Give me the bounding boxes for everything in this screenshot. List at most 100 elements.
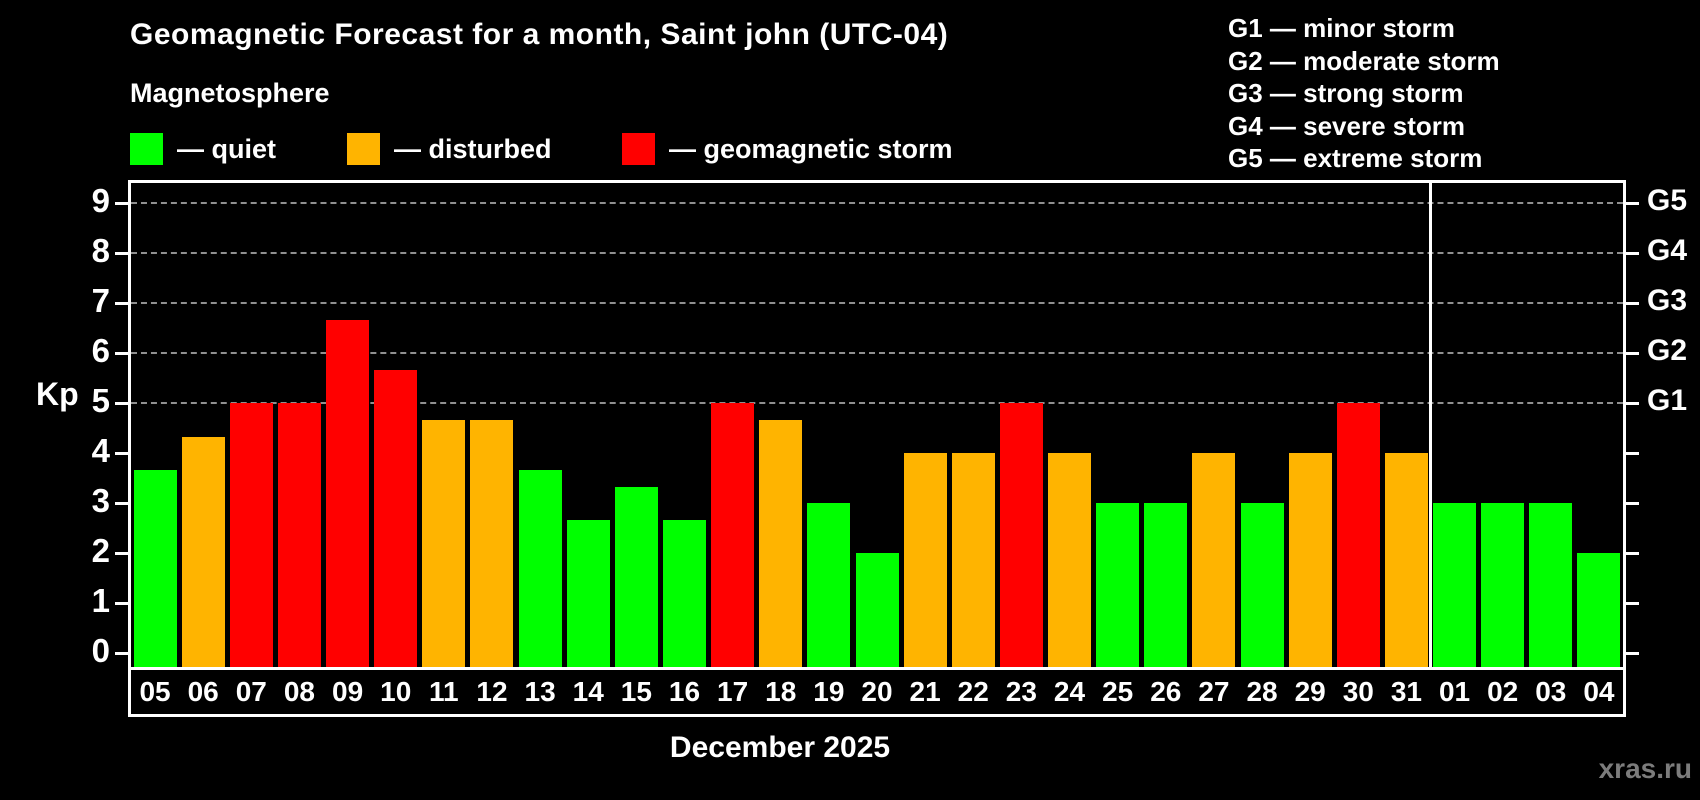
day-label-01: 01 <box>1430 667 1482 717</box>
left-tick-5 <box>115 402 128 405</box>
g-scale-legend-line-2: G2 — moderate storm <box>1228 45 1500 76</box>
day-label-26: 26 <box>1141 667 1193 717</box>
day-label-09: 09 <box>323 667 375 717</box>
day-label-05: 05 <box>128 667 183 717</box>
kp-bar-day-25 <box>1096 503 1140 667</box>
left-tick-8 <box>115 252 128 255</box>
g-scale-legend-line-3: G3 — strong storm <box>1228 78 1464 108</box>
right-tick-9 <box>1626 202 1639 205</box>
day-label-19: 19 <box>804 667 856 717</box>
day-label-04: 04 <box>1574 667 1626 717</box>
kp-bar-day-23 <box>999 403 1043 667</box>
y-axis-tick-label-8: 8 <box>91 232 110 269</box>
day-label-31: 31 <box>1382 667 1434 717</box>
day-label-21: 21 <box>901 667 953 717</box>
right-tick-1 <box>1626 602 1639 605</box>
left-tick-1 <box>115 602 128 605</box>
day-label-16: 16 <box>660 667 712 717</box>
legend-label-disturbed: — disturbed <box>394 133 552 164</box>
y-axis-tick-label-4: 4 <box>91 432 110 469</box>
day-label-17: 17 <box>708 667 760 717</box>
left-tick-3 <box>115 502 128 505</box>
day-label-08: 08 <box>275 667 327 717</box>
kp-bar-day-29 <box>1288 453 1332 667</box>
kp-bar-day-28 <box>1240 503 1284 667</box>
day-label-18: 18 <box>756 667 808 717</box>
kp-bar-day-14 <box>566 519 610 667</box>
left-tick-7 <box>115 302 128 305</box>
kp-bar-day-30 <box>1336 403 1380 667</box>
day-label-12: 12 <box>467 667 520 717</box>
kp-bar-day-09 <box>326 319 370 667</box>
y-axis-tick-label-2: 2 <box>91 532 110 569</box>
y-axis-tick-label-0: 0 <box>91 632 110 669</box>
y-axis-tick-label-5: 5 <box>91 382 110 419</box>
kp-bar-day-22 <box>951 453 995 667</box>
right-tick-6 <box>1626 352 1639 355</box>
day-label-29: 29 <box>1286 667 1338 717</box>
kp-bar-day-18 <box>759 419 803 667</box>
kp-bar-day-08 <box>277 403 321 667</box>
kp-bar-day-15 <box>614 486 658 667</box>
kp-bar-day-04 <box>1577 553 1621 667</box>
left-tick-4 <box>115 452 128 455</box>
kp-bar-day-03 <box>1529 503 1573 667</box>
y-axis-tick-label-7: 7 <box>91 282 110 319</box>
day-label-02: 02 <box>1478 667 1530 717</box>
kp-bar-day-20 <box>855 553 899 667</box>
right-axis-label-g4: G4 <box>1647 234 1688 267</box>
right-tick-3 <box>1626 502 1639 505</box>
kp-bar-day-24 <box>1048 453 1092 667</box>
kp-bar-day-31 <box>1384 453 1428 667</box>
right-axis-label-g3: G3 <box>1647 284 1688 317</box>
legend-item-storm: — geomagnetic storm <box>622 132 953 166</box>
day-label-06: 06 <box>179 667 231 717</box>
kp-bar-day-06 <box>181 436 225 667</box>
day-label-07: 07 <box>227 667 279 717</box>
y-axis-tick-label-1: 1 <box>91 582 110 619</box>
kp-bar-day-17 <box>711 403 755 667</box>
chart-subtitle: Magnetosphere <box>130 78 330 108</box>
kp-bar-day-27 <box>1192 453 1236 667</box>
gridline-kp5 <box>131 402 1623 404</box>
kp-bar-day-01 <box>1433 503 1477 667</box>
kp-bar-day-21 <box>903 453 947 667</box>
g-scale-legend-line-4: G4 — severe storm <box>1228 110 1466 141</box>
y-axis-tick-label-3: 3 <box>91 482 110 519</box>
g-scale-legend: G1 — minor storm G2 — moderate storm G3 — … <box>1228 12 1500 175</box>
day-label-15: 15 <box>612 667 664 717</box>
month-separator-line <box>1428 183 1432 667</box>
right-tick-0 <box>1626 652 1639 655</box>
y-axis-label: Kp <box>36 376 79 412</box>
left-tick-2 <box>115 552 128 555</box>
kp-bar-day-05 <box>133 469 177 667</box>
legend-item-quiet: — quiet <box>130 132 276 166</box>
right-tick-5 <box>1626 402 1639 405</box>
gridline-kp8 <box>131 252 1623 254</box>
quiet-color-swatch <box>130 133 163 165</box>
kp-status-legend: — quiet — disturbed — geomagnetic storm <box>0 132 1700 166</box>
left-tick-9 <box>115 202 128 205</box>
day-label-28: 28 <box>1237 667 1290 717</box>
y-axis-tick-label-9: 9 <box>91 182 110 219</box>
gridline-kp7 <box>131 302 1623 304</box>
left-tick-0 <box>115 652 128 655</box>
day-label-22: 22 <box>949 667 1001 717</box>
kp-bar-day-02 <box>1481 503 1525 667</box>
chart-title: Geomagnetic Forecast for a month, Saint … <box>130 18 949 51</box>
kp-bar-day-13 <box>518 469 562 667</box>
kp-bar-day-10 <box>374 369 418 667</box>
g-scale-legend-line-1: G1 — minor storm <box>1228 13 1455 43</box>
kp-bar-day-16 <box>662 519 706 667</box>
right-tick-4 <box>1626 452 1639 455</box>
legend-item-disturbed: — disturbed <box>347 132 552 166</box>
storm-color-swatch <box>622 133 655 165</box>
kp-bar-day-11 <box>422 419 466 667</box>
day-label-13: 13 <box>516 667 568 717</box>
day-label-10: 10 <box>371 667 423 717</box>
legend-label-quiet: — quiet <box>177 133 276 164</box>
kp-bar-day-19 <box>807 503 851 667</box>
gridline-kp6 <box>131 352 1623 354</box>
day-label-24: 24 <box>1045 667 1097 717</box>
